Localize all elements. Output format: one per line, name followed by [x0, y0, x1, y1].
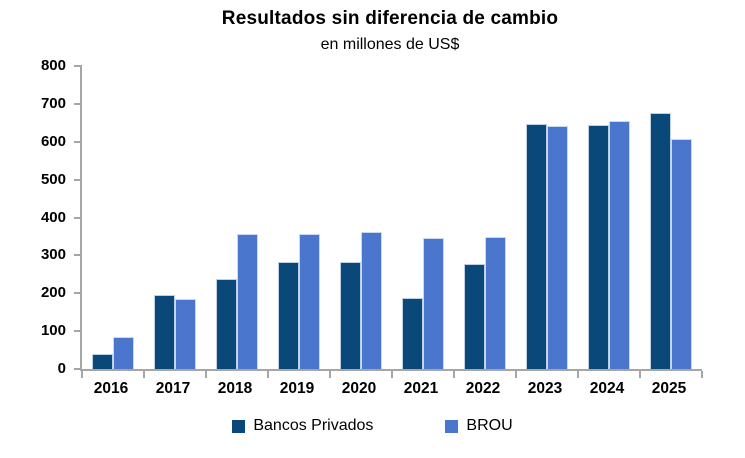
legend-item-bancos-privados: Bancos Privados — [232, 417, 373, 435]
bars-region — [82, 66, 702, 369]
y-axis-tick-label: 300 — [40, 246, 66, 264]
bar-brou-2025 — [671, 139, 692, 369]
bar-group-2022 — [454, 237, 516, 369]
y-axis-tick-label: 500 — [40, 170, 66, 188]
bar-bancos-privados-2017 — [154, 295, 175, 369]
x-axis-tick — [81, 371, 83, 378]
bar-group-2020 — [330, 231, 392, 369]
bar-group-2019 — [268, 234, 330, 369]
bar-bancos-privados-2021 — [402, 297, 423, 369]
legend-label: Bancos Privados — [253, 417, 374, 434]
x-axis-label-2023: 2023 — [527, 380, 563, 397]
bar-bancos-privados-2023 — [526, 123, 547, 369]
bar-bancos-privados-2018 — [216, 278, 237, 369]
legend-item-brou: BROU — [445, 417, 513, 435]
legend-label: BROU — [466, 417, 513, 434]
x-axis-tick — [391, 371, 393, 378]
bar-group-2017 — [144, 295, 206, 369]
x-axis-label-2025: 2025 — [651, 380, 687, 397]
bar-brou-2016 — [113, 336, 134, 369]
x-axis-label-2016: 2016 — [93, 380, 129, 397]
legend-swatch-icon — [232, 419, 246, 433]
bar-bancos-privados-2020 — [340, 262, 361, 369]
x-axis-label-2018: 2018 — [217, 380, 253, 397]
bar-brou-2021 — [423, 237, 444, 369]
y-axis-tick — [74, 368, 82, 370]
x-axis-label-2020: 2020 — [341, 380, 377, 397]
x-axis-tick — [577, 371, 579, 378]
x-axis-tick — [267, 371, 269, 378]
plot-area: 0 100 200 300 400 500 600 700 800 — [41, 57, 703, 378]
bar-brou-2019 — [299, 234, 320, 369]
bar-brou-2022 — [485, 237, 506, 369]
bar-bancos-privados-2025 — [650, 113, 671, 369]
bar-bancos-privados-2022 — [464, 264, 485, 369]
x-axis-label-2019: 2019 — [279, 380, 315, 397]
x-axis-tick — [453, 371, 455, 378]
x-axis-label-2021: 2021 — [403, 380, 439, 397]
y-axis-tick — [74, 254, 82, 257]
chart-subtitle: en millones de US$ — [320, 36, 460, 53]
x-axis-label-2024: 2024 — [589, 380, 625, 397]
y-axis-tick — [74, 65, 82, 67]
bar-brou-2017 — [175, 298, 196, 369]
x-axis-tick — [701, 371, 703, 378]
y-axis-tick — [74, 292, 82, 295]
bar-group-2016 — [82, 336, 144, 369]
y-axis-tick-label: 600 — [40, 132, 66, 150]
x-axis-label-2017: 2017 — [155, 380, 191, 397]
x-axis-labels: 2016 2017 2018 2019 2020 2021 2022 2023 2024 2025 — [80, 380, 700, 398]
y-axis-tick — [74, 216, 82, 219]
bar-bancos-privados-2016 — [92, 353, 113, 369]
y-axis-tick-label: 200 — [40, 284, 66, 302]
y-axis-tick-label: 100 — [40, 322, 66, 340]
x-axis-tick — [143, 371, 145, 378]
y-axis-tick — [74, 330, 82, 333]
x-axis-tick — [515, 371, 517, 378]
y-axis-tick — [74, 178, 82, 181]
bar-brou-2024 — [609, 121, 630, 369]
bar-bancos-privados-2019 — [278, 261, 299, 369]
y-axis-tick-label: 400 — [40, 208, 66, 226]
x-axis-tick — [639, 371, 641, 378]
y-axis-tick-label: 0 — [57, 360, 66, 377]
y-axis-tick-label: 800 — [40, 57, 66, 74]
bar-group-2025 — [640, 113, 702, 369]
y-axis-tick — [74, 102, 82, 105]
bar-group-2023 — [516, 123, 578, 369]
legend: Bancos Privados BROU — [0, 417, 745, 435]
bar-brou-2018 — [237, 233, 258, 369]
bar-brou-2023 — [547, 125, 568, 369]
x-axis-label-2022: 2022 — [465, 380, 501, 397]
bar-bancos-privados-2024 — [588, 124, 609, 369]
legend-swatch-icon — [445, 419, 459, 433]
bar-brou-2020 — [361, 231, 382, 369]
bar-group-2024 — [578, 121, 640, 369]
y-axis-tick-label: 700 — [40, 94, 66, 112]
bar-group-2021 — [392, 237, 454, 369]
chart-title: Resultados sin diferencia de cambio — [221, 8, 559, 29]
x-axis-tick — [329, 371, 331, 378]
y-axis-tick — [74, 140, 82, 143]
x-axis-tick — [205, 371, 207, 378]
bar-group-2018 — [206, 233, 268, 369]
